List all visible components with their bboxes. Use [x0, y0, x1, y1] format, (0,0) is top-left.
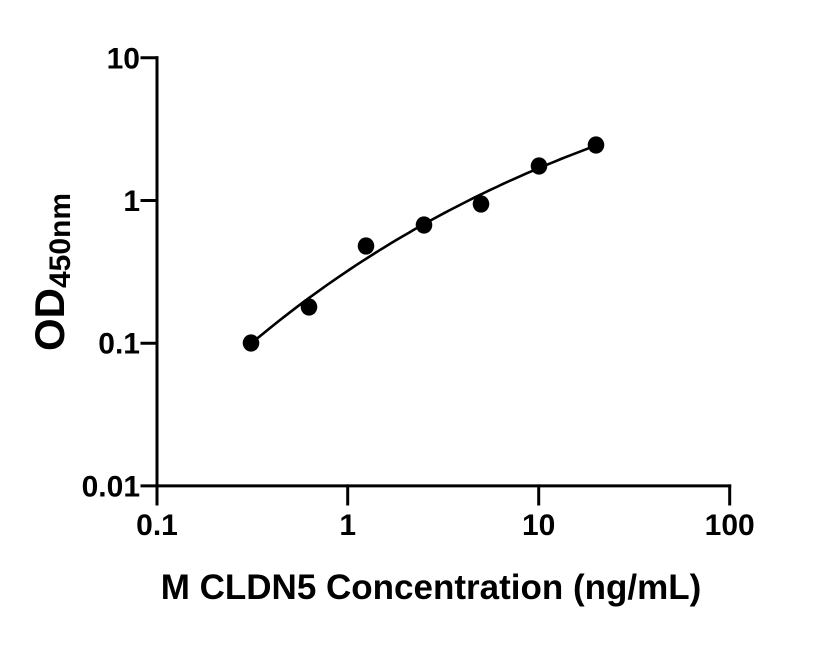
svg-text:100: 100 [705, 509, 755, 542]
svg-text:1: 1 [123, 185, 140, 218]
svg-text:0.1: 0.1 [98, 328, 140, 361]
svg-text:M CLDN5 Concentration (ng/mL): M CLDN5 Concentration (ng/mL) [161, 568, 702, 607]
svg-text:10: 10 [107, 42, 140, 75]
svg-text:1: 1 [339, 509, 356, 542]
svg-text:10: 10 [522, 509, 555, 542]
svg-text:0.1: 0.1 [136, 509, 178, 542]
svg-text:0.01: 0.01 [82, 470, 140, 503]
